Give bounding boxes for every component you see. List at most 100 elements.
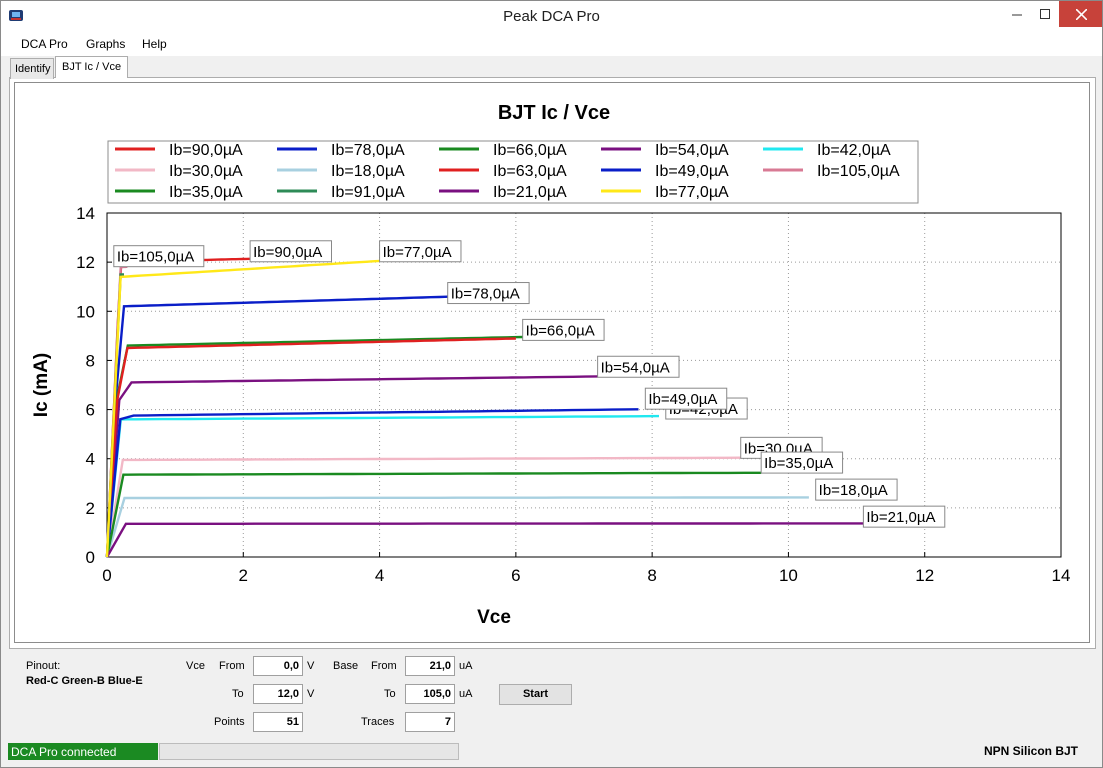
series-line — [105, 408, 639, 558]
series-line — [105, 496, 809, 558]
vce-from-label: From — [219, 660, 245, 672]
y-tick-label: 2 — [86, 499, 95, 518]
close-button[interactable] — [1059, 1, 1102, 27]
series-label-box — [862, 505, 946, 528]
pinout-value: Red-C Green-B Blue-E — [26, 675, 143, 687]
plot-border — [106, 212, 1062, 558]
minimize-button[interactable] — [1003, 1, 1031, 27]
legend-entry: Ib=30,0µA — [169, 163, 243, 180]
connection-status: DCA Pro connected — [8, 743, 158, 760]
menu-graphs[interactable]: Graphs — [86, 37, 126, 51]
points-input[interactable]: 51 — [253, 712, 303, 732]
close-icon — [1076, 8, 1087, 20]
vce-to-unit: V — [307, 688, 315, 700]
pinout-label: Pinout: — [26, 660, 61, 672]
x-tick-label: 8 — [647, 566, 656, 585]
series-label-box — [815, 478, 898, 501]
base-to-unit: uA — [459, 688, 473, 700]
chart-title: BJT Ic / Vce — [498, 102, 610, 124]
app-icon — [9, 10, 23, 21]
maximize-icon — [1040, 9, 1050, 19]
vce-from-input[interactable]: 0,0 — [253, 656, 303, 676]
series-label-box — [597, 355, 680, 378]
minimize-icon — [1012, 14, 1022, 16]
y-axis-label: Ic (mA) — [31, 353, 52, 417]
legend-entry: Ib=77,0µA — [655, 184, 729, 201]
base-label: Base — [333, 660, 359, 672]
y-tick-label: 14 — [76, 204, 95, 223]
base-from-input[interactable]: 21,0 — [405, 656, 455, 676]
window-title: Peak DCA Pro — [503, 8, 600, 25]
legend-entry: Ib=63,0µA — [493, 163, 567, 180]
series-label: Ib=35,0µA — [764, 455, 833, 472]
legend-entry: Ib=78,0µA — [331, 142, 405, 159]
x-tick-label: 2 — [239, 566, 248, 585]
series-line — [105, 471, 762, 558]
base-from-unit: uA — [459, 660, 473, 672]
base-to-input[interactable]: 105,0 — [405, 684, 455, 704]
series-label: Ib=49,0µA — [648, 391, 717, 408]
series-line — [105, 335, 523, 558]
maximize-button[interactable] — [1031, 1, 1059, 27]
series-label: Ib=54,0µA — [601, 359, 670, 376]
x-tick-label: 4 — [375, 566, 384, 585]
tab-identify[interactable]: Identify — [10, 58, 54, 79]
traces-input[interactable]: 7 — [405, 712, 455, 732]
series-label: Ib=21,0µA — [866, 509, 935, 526]
menu-dca-pro[interactable]: DCA Pro — [21, 37, 68, 51]
legend-entry: Ib=42,0µA — [817, 142, 891, 159]
x-tick-label: 12 — [915, 566, 934, 585]
menu-help[interactable]: Help — [142, 37, 167, 51]
chart-area: BJT Ic / Vce 0 2 4 6 8 10 12 14 0 2 4 6 8 10 12 14 Vce Ic … — [14, 82, 1090, 643]
legend-entry: Ib=90,0µA — [169, 142, 243, 159]
series-label-box — [447, 282, 530, 305]
traces-label: Traces — [361, 716, 395, 728]
series-line — [105, 295, 448, 558]
series-label: Ib=77,0µA — [383, 244, 452, 261]
legend-entry: Ib=54,0µA — [655, 142, 729, 159]
vce-to-label: To — [232, 688, 244, 700]
series-line — [105, 337, 516, 558]
y-tick-label: 4 — [86, 450, 95, 469]
vce-to-input[interactable]: 12,0 — [253, 684, 303, 704]
bjt-chart: BJT Ic / Vce 0 2 4 6 8 10 12 14 0 2 4 6 8 10 12 14 Vce Ic … — [31, 102, 1070, 628]
vce-from-unit: V — [307, 660, 315, 672]
x-tick-label: 10 — [779, 566, 798, 585]
series-label: Ib=66,0µA — [526, 322, 595, 339]
vce-label: Vce — [186, 660, 205, 672]
y-tick-label: 10 — [76, 302, 95, 321]
x-tick-label: 0 — [102, 566, 111, 585]
device-type: NPN Silicon BJT — [983, 744, 1078, 758]
menu-bar: DCA Pro Graphs Help — [1, 32, 1102, 56]
legend-entry: Ib=49,0µA — [655, 163, 729, 180]
series-label-box — [644, 387, 728, 410]
start-button[interactable]: Start — [499, 684, 572, 705]
series-line — [105, 522, 864, 558]
series-label-box — [760, 451, 844, 474]
progress-bar — [159, 743, 459, 760]
y-tick-label: 0 — [86, 548, 95, 567]
legend-entry: Ib=105,0µA — [817, 163, 900, 180]
base-to-label: To — [384, 688, 396, 700]
series-label-box — [113, 245, 205, 268]
title-bar[interactable]: Peak DCA Pro — [1, 1, 1102, 32]
series-label: Ib=18,0µA — [819, 482, 888, 499]
base-from-label: From — [371, 660, 397, 672]
legend-entry: Ib=35,0µA — [169, 184, 243, 201]
x-tick-label: 6 — [511, 566, 520, 585]
tab-bjt-ic-vce[interactable]: BJT Ic / Vce — [55, 56, 128, 78]
y-tick-label: 6 — [86, 401, 95, 420]
y-tick-label: 8 — [86, 351, 95, 370]
series-label-box — [522, 318, 605, 341]
points-label: Points — [214, 716, 245, 728]
series-label-box — [379, 240, 462, 263]
series-label: Ib=78,0µA — [451, 286, 520, 303]
series-line — [105, 414, 660, 558]
series-label: Ib=105,0µA — [117, 249, 194, 266]
chart-legend: Ib=90,0µA Ib=78,0µA Ib=66,0µA Ib=54,0µA Ib=4… — [107, 140, 919, 204]
x-axis-label: Vce — [477, 607, 511, 628]
legend-entry: Ib=66,0µA — [493, 142, 567, 159]
legend-box — [107, 140, 919, 204]
series-label: Ib=90,0µA — [253, 244, 322, 261]
legend-entry: Ib=18,0µA — [331, 163, 405, 180]
